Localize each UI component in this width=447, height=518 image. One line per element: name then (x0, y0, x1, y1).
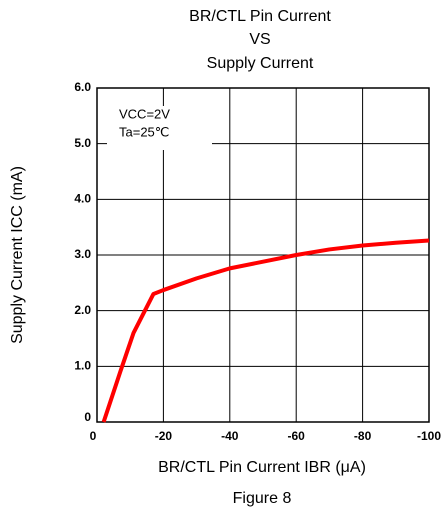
x-tick-label: -20 (155, 429, 173, 443)
y-tick-label: 6.0 (74, 80, 91, 94)
plot-frame (96, 87, 430, 423)
y-tick-label: 4.0 (74, 192, 91, 206)
y-tick-label: 5.0 (74, 136, 91, 150)
chart-title: Supply Current (207, 55, 314, 72)
data-line (101, 238, 430, 423)
annotation-box (107, 106, 212, 150)
x-tick-label: 0 (90, 429, 97, 443)
x-tick-label: -60 (288, 429, 306, 443)
y-tick-label: 3.0 (74, 247, 91, 261)
x-tick-label: -100 (417, 429, 441, 443)
y-tick-label: 2.0 (74, 303, 91, 317)
x-tick-label: -80 (354, 429, 372, 443)
caption: Figure 8 (233, 490, 292, 507)
y-tick-label: 0 (84, 410, 91, 424)
annotation: Ta=25℃ (119, 124, 169, 139)
x-tick-label: -40 (221, 429, 239, 443)
chart-title: VS (249, 31, 270, 48)
x-axis-label: BR/CTL Pin Current IBR (μA) (158, 459, 366, 476)
chart-title: BR/CTL Pin Current (189, 8, 331, 25)
y-axis-label: Supply Current ICC (mA) (9, 166, 26, 344)
annotation: VCC=2V (119, 106, 170, 121)
y-tick-label: 1.0 (74, 359, 91, 373)
